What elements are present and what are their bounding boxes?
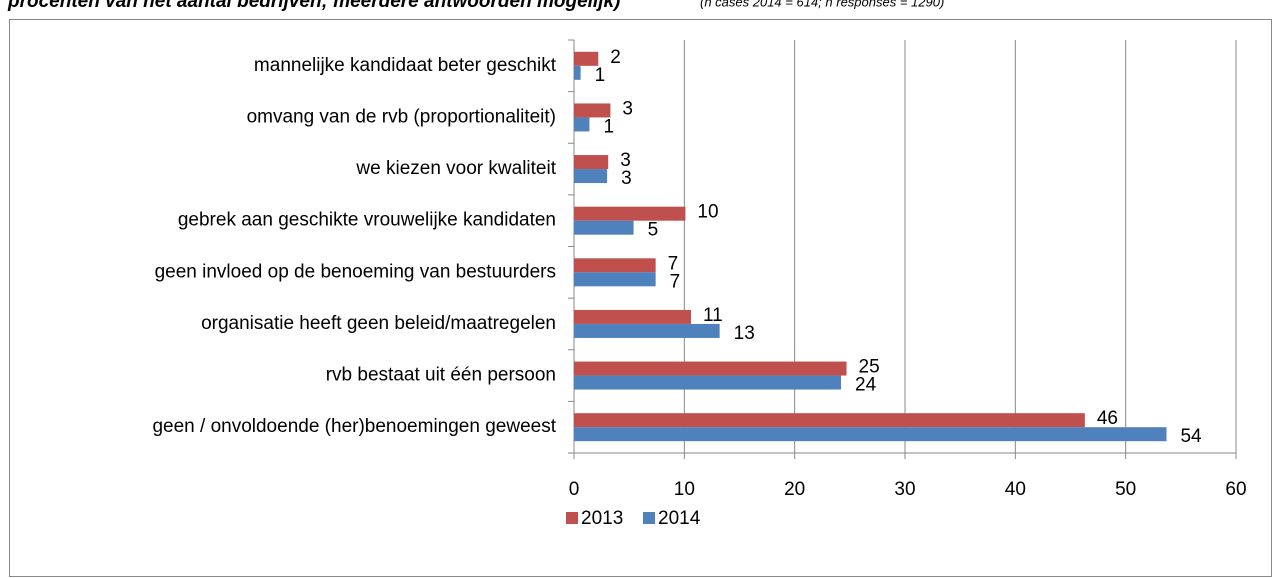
data-label: 13 — [734, 323, 755, 344]
y-tick-label: rvb bestaat uit één persoon — [326, 365, 556, 386]
bar — [574, 427, 1167, 442]
bar — [574, 206, 686, 221]
x-tick-label: 50 — [1115, 479, 1136, 500]
data-label: 24 — [855, 375, 877, 396]
legend-swatch — [566, 512, 578, 524]
data-label: 3 — [622, 98, 633, 119]
legend-swatch — [643, 512, 655, 524]
data-label: 25 — [859, 357, 880, 378]
data-label: 10 — [697, 202, 718, 223]
data-label: 1 — [603, 116, 614, 137]
y-tick-label: organisatie heeft geen beleid/maatregele… — [201, 313, 556, 334]
y-tick-label: mannelijke kandidaat beter geschikt — [254, 55, 557, 76]
bar — [574, 103, 611, 118]
bar — [574, 323, 720, 338]
x-tick-label: 0 — [569, 479, 580, 500]
data-label: 11 — [703, 305, 723, 326]
chart-border — [9, 19, 1272, 577]
data-label: 3 — [621, 168, 632, 189]
chart-title: procenten van het aantal bedrijven; meer… — [7, 0, 620, 12]
legend-label: 2013 — [581, 508, 623, 529]
legend-label: 2014 — [658, 508, 701, 529]
data-label: 7 — [668, 253, 679, 274]
y-tick-label: geen / onvoldoende (her)benoemingen gewe… — [152, 416, 556, 437]
bar — [574, 220, 634, 235]
bar — [574, 272, 656, 287]
bar — [574, 65, 581, 80]
data-label: 7 — [670, 271, 681, 292]
bar — [574, 309, 691, 324]
y-tick-label: omvang van de rvb (proportionaliteit) — [247, 106, 556, 127]
bar — [574, 375, 842, 390]
x-tick-label: 40 — [1005, 479, 1026, 500]
x-tick-label: 10 — [674, 479, 695, 500]
bar — [574, 117, 590, 132]
data-label: 5 — [648, 220, 659, 241]
chart-note: (n cases 2014 = 614; n responses = 1290) — [700, 0, 944, 9]
x-tick-label: 60 — [1225, 479, 1246, 500]
bar — [574, 413, 1085, 428]
data-label: 2 — [610, 47, 621, 68]
bar — [574, 169, 608, 184]
bar — [574, 155, 609, 170]
data-label: 3 — [620, 150, 631, 171]
x-tick-label: 20 — [784, 479, 805, 500]
data-label: 46 — [1097, 408, 1118, 429]
data-label: 1 — [595, 65, 606, 86]
data-label: 54 — [1180, 426, 1202, 447]
y-tick-label: we kiezen voor kwaliteit — [355, 158, 556, 179]
bar — [574, 51, 599, 66]
bar — [574, 258, 656, 273]
y-tick-label: geen invloed op de benoeming van bestuur… — [155, 261, 556, 282]
y-tick-label: gebrek aan geschikte vrouwelijke kandida… — [178, 210, 556, 231]
x-tick-label: 30 — [894, 479, 915, 500]
bar — [574, 361, 847, 376]
